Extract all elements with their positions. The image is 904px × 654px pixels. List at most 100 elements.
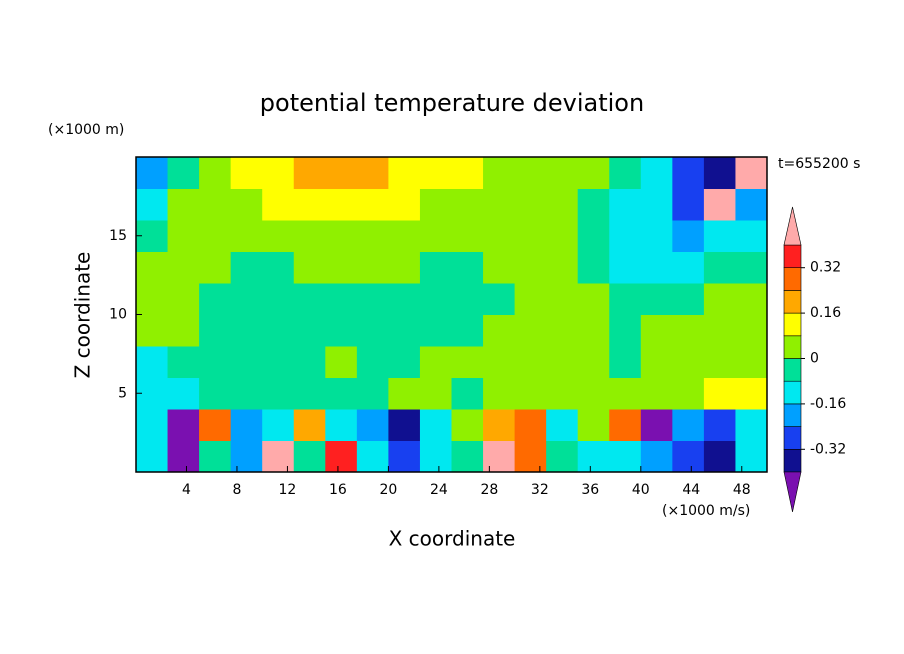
field-cell	[262, 251, 295, 284]
field-cell	[640, 188, 673, 221]
field-cell	[672, 377, 705, 410]
field-cell	[325, 409, 358, 441]
field-cell	[546, 409, 579, 441]
field-cell	[293, 346, 326, 378]
colorbar-segment	[783, 380, 802, 405]
field-cell	[419, 188, 452, 221]
field-cell	[514, 346, 547, 378]
field-cell	[703, 314, 736, 347]
field-cell	[483, 283, 516, 315]
field-cell	[419, 409, 452, 441]
field-cell	[735, 251, 768, 284]
field-cell	[388, 157, 421, 189]
field-cell	[136, 409, 169, 441]
field-cell	[167, 314, 200, 347]
field-cell	[609, 440, 642, 473]
colorbar-tick-label: 0	[810, 351, 819, 367]
field-cell	[577, 283, 610, 315]
x-tick-label: 40	[632, 482, 650, 498]
field-cell	[451, 157, 484, 189]
field-cell	[483, 346, 516, 378]
field-cell	[546, 314, 579, 347]
field-cell	[388, 440, 421, 473]
field-cell	[514, 157, 547, 189]
field-cell	[451, 409, 484, 441]
field-cell	[262, 346, 295, 378]
y-tick-label: 10	[109, 307, 127, 323]
field-cell	[230, 188, 263, 221]
field-cell	[388, 409, 421, 441]
field-cell	[483, 314, 516, 347]
field-cell	[356, 220, 389, 252]
field-cell	[703, 251, 736, 284]
field-cell	[672, 283, 705, 315]
colorbar-tick-label: -0.32	[810, 441, 846, 457]
field-cell	[230, 251, 263, 284]
field-cell	[514, 440, 547, 473]
field-cell	[199, 346, 232, 378]
field-cell	[703, 157, 736, 189]
field-cell	[640, 220, 673, 252]
field-cell	[388, 220, 421, 252]
field-cell	[419, 251, 452, 284]
field-cell	[672, 157, 705, 189]
field-cell	[672, 346, 705, 378]
field-cell	[136, 188, 169, 221]
field-cell	[388, 251, 421, 284]
x-tick-label: 36	[581, 482, 599, 498]
colorbar-tick-label: 0.32	[810, 260, 841, 276]
field-cell	[388, 377, 421, 410]
field-cell	[356, 314, 389, 347]
field-cell	[262, 157, 295, 189]
field-cell	[262, 220, 295, 252]
field-cell	[703, 188, 736, 221]
x-tick-label: 48	[733, 482, 751, 498]
field-cell	[262, 377, 295, 410]
field-cell	[514, 283, 547, 315]
field-cell	[546, 251, 579, 284]
field-cell	[199, 188, 232, 221]
field-cell	[546, 188, 579, 221]
field-cell	[199, 220, 232, 252]
field-cell	[230, 157, 263, 189]
field-cell	[483, 220, 516, 252]
field-cell	[136, 251, 169, 284]
field-cell	[672, 188, 705, 221]
colorbar-extend-bottom	[783, 471, 802, 513]
x-tick-label: 12	[279, 482, 297, 498]
field-cell	[419, 440, 452, 473]
field-cell	[293, 220, 326, 252]
field-cell	[640, 314, 673, 347]
field-cell	[609, 157, 642, 189]
field-cell	[735, 220, 768, 252]
field-cell	[325, 283, 358, 315]
field-cell	[546, 377, 579, 410]
field-cell	[230, 409, 263, 441]
field-cell	[167, 346, 200, 378]
field-cell	[735, 377, 768, 410]
chart-title: potential temperature deviation	[260, 89, 644, 117]
field-cell	[735, 314, 768, 347]
field-cell	[451, 283, 484, 315]
field-cell	[640, 377, 673, 410]
field-cell	[483, 377, 516, 410]
field-cell	[451, 346, 484, 378]
field-cell	[325, 251, 358, 284]
x-tick-label: 16	[329, 482, 347, 498]
field-cell	[451, 251, 484, 284]
field-cell	[325, 188, 358, 221]
field-cell	[609, 283, 642, 315]
y-axis-label: Z coordinate	[71, 252, 95, 379]
field-cell	[136, 440, 169, 473]
field-cell	[735, 346, 768, 378]
field-cell	[262, 188, 295, 221]
field-cell	[609, 346, 642, 378]
field-cell	[640, 283, 673, 315]
field-cell	[577, 440, 610, 473]
field-cell	[388, 314, 421, 347]
y-tick-label: 5	[118, 385, 127, 401]
field-cell	[356, 440, 389, 473]
colorbar-segment	[783, 403, 802, 427]
x-tick-label: 44	[682, 482, 700, 498]
